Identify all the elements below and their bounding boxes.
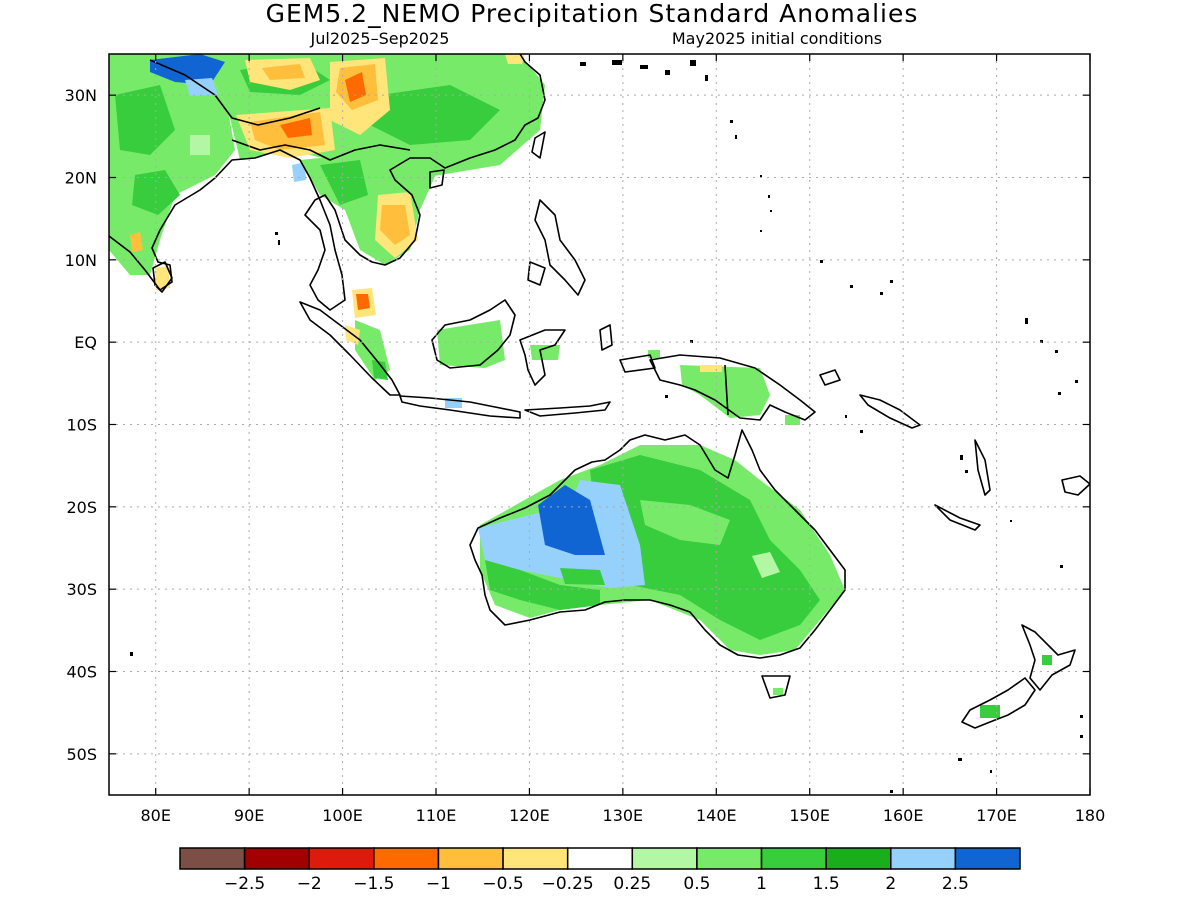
colorbar-label: 0.5 bbox=[683, 874, 710, 894]
colorbar-label: −0.5 bbox=[482, 874, 523, 894]
colorbar-swatch bbox=[696, 847, 763, 870]
initial-conditions: May2025 initial conditions bbox=[672, 29, 882, 48]
lat-tick-label: 50S bbox=[66, 745, 97, 764]
lat-tick-label: 40S bbox=[66, 663, 97, 682]
lon-tick-label: 120E bbox=[509, 806, 550, 825]
lon-tick-label: 170E bbox=[976, 806, 1017, 825]
colorbar-label: 1.5 bbox=[813, 874, 840, 894]
colorbar-swatch bbox=[760, 847, 827, 870]
colorbar-swatch bbox=[890, 847, 957, 870]
lat-tick-label: EQ bbox=[74, 333, 97, 352]
lat-tick-label: 10S bbox=[66, 416, 97, 435]
colorbar-swatch bbox=[308, 847, 375, 870]
colorbar-label: −0.25 bbox=[542, 874, 594, 894]
anomaly-shading bbox=[109, 54, 1052, 718]
lon-tick-label: 80E bbox=[140, 806, 170, 825]
figure-title: GEM5.2_NEMO Precipitation Standard Anoma… bbox=[266, 0, 919, 28]
colorbar-swatch bbox=[179, 847, 246, 870]
lon-tick-label: 130E bbox=[603, 806, 644, 825]
colorbar-swatch bbox=[566, 847, 634, 870]
colorbar-label: −1 bbox=[426, 874, 451, 894]
colorbar-swatch bbox=[954, 847, 1021, 870]
map-plot-area bbox=[109, 54, 1090, 795]
lat-tick-label: 10N bbox=[65, 251, 97, 270]
lat-tick-label: 20N bbox=[65, 169, 97, 188]
colorbar-label: 1 bbox=[756, 874, 767, 894]
colorbar-label: 2 bbox=[885, 874, 896, 894]
colorbar-label: −2 bbox=[297, 874, 322, 894]
colorbar-label: 0.25 bbox=[613, 874, 651, 894]
graticule bbox=[109, 54, 1090, 795]
colorbar-swatch bbox=[502, 847, 569, 870]
colorbar-swatch bbox=[243, 847, 310, 870]
lat-tick-label: 30S bbox=[66, 580, 97, 599]
borneo-shading bbox=[437, 320, 505, 368]
colorbar-swatch bbox=[437, 847, 504, 870]
colorbar-label: −2.5 bbox=[224, 874, 265, 894]
lat-tick-label: 20S bbox=[66, 498, 97, 517]
lon-tick-label: 90E bbox=[234, 806, 264, 825]
colorbar-label: −1.5 bbox=[353, 874, 394, 894]
colorbar-swatch bbox=[631, 847, 698, 870]
lat-tick-label: 30N bbox=[65, 86, 97, 105]
forecast-period: Jul2025–Sep2025 bbox=[310, 29, 450, 48]
longitude-axis: 80E 90E 100E 110E 120E 130E 140E 150E 160E 170E 18… bbox=[140, 54, 1105, 825]
coastlines bbox=[109, 54, 1090, 729]
colorbar-label: 2.5 bbox=[942, 874, 969, 894]
latitude-axis: 30N 20N 10N EQ 10S 20S 30S 40S 50S bbox=[65, 86, 1090, 764]
colorbar-swatch bbox=[373, 847, 440, 870]
lon-tick-label: 100E bbox=[322, 806, 363, 825]
colorbar-swatch bbox=[825, 847, 892, 870]
small-islands bbox=[130, 60, 1083, 793]
lon-tick-label: 160E bbox=[883, 806, 924, 825]
lon-tick-label: 150E bbox=[789, 806, 830, 825]
lon-tick-label: 140E bbox=[696, 806, 737, 825]
lon-tick-label: 180 bbox=[1075, 806, 1106, 825]
lon-tick-label: 110E bbox=[416, 806, 457, 825]
colorbar: −2.5 −2 −1.5 −1 −0.5 −0.25 0.25 0.5 1 1.5 2 2.5 bbox=[179, 847, 1021, 894]
